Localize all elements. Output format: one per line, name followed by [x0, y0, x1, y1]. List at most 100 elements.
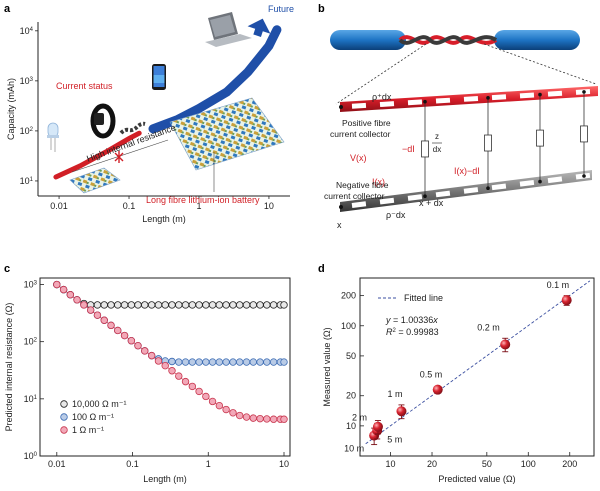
point-c-0-27: [235, 301, 244, 309]
smart-band-icon: [90, 103, 116, 139]
fitted-line: [365, 280, 591, 445]
z-label: z: [435, 132, 439, 141]
rung-impedance-0: [421, 140, 429, 158]
rung-node-bottom-2: [538, 179, 542, 184]
point-d-2: [372, 421, 383, 432]
resistor-pos-5: [491, 94, 507, 101]
point-c-0-31: [263, 301, 271, 309]
voltage-label: V(x): [350, 153, 367, 163]
plot-frame-c: [39, 277, 291, 457]
point-c-2-26: [229, 409, 237, 417]
y-tick-label-d-0: 10: [346, 421, 356, 431]
point-c-2-8: [107, 321, 115, 330]
point-c-0-17: [168, 301, 176, 309]
series-c: [53, 280, 288, 423]
plot-frame-d: [359, 277, 595, 457]
fibre-pair-illustration: [330, 30, 580, 50]
legend-marker-c-0: [60, 400, 68, 408]
point-c-2-12: [134, 342, 142, 350]
x-label: x: [337, 220, 342, 230]
point-c-2-11: [127, 337, 136, 345]
resistor-neg-6: [519, 179, 535, 187]
z-den-label: dx: [433, 145, 441, 154]
point-c-2-9: [114, 326, 122, 335]
point-c-2-21: [195, 387, 203, 396]
future-label: Future: [268, 4, 294, 14]
resistor-pos-1: [379, 101, 395, 108]
point-c-2-13: [141, 347, 149, 355]
resistor-neg-1: [379, 197, 395, 205]
point-c-2-10: [120, 331, 129, 340]
point-c-1-27: [235, 358, 244, 366]
x-tick-label-a-3: 10: [264, 201, 274, 211]
point-c-1-32: [269, 358, 278, 366]
point-c-1-31: [263, 358, 271, 366]
x-tick-label-d-0: 10: [386, 459, 396, 469]
point-c-0-13: [141, 301, 149, 309]
point-label-d-1: 5 m: [387, 434, 402, 444]
y-tick-label-d-4: 200: [341, 291, 356, 301]
negative-collector-bar: [339, 170, 592, 212]
fit-equation: y = 1.00336x: [385, 315, 438, 325]
x-tick-label-c-0: 0.01: [48, 459, 66, 469]
phone-icon: [152, 64, 166, 90]
current-status-label: Current status: [56, 81, 113, 91]
rho-minus-label: ρ⁻dx: [386, 210, 406, 220]
point-c-1-34: [280, 358, 288, 366]
rung-node-top-3: [582, 90, 586, 94]
point-c-0-26: [229, 301, 237, 309]
x-tick-label-d-4: 200: [562, 459, 577, 469]
point-c-2-1: [59, 285, 68, 294]
point-c-0-25: [222, 301, 230, 309]
point-d-5: [500, 339, 511, 350]
point-c-2-27: [235, 411, 244, 420]
point-c-0-16: [161, 301, 169, 309]
point-d-6: [561, 295, 572, 306]
rung-node-bottom-0: [423, 194, 427, 199]
point-c-2-34: [280, 415, 288, 423]
point-c-0-18: [175, 301, 183, 309]
point-c-1-26: [229, 358, 237, 366]
panel-label-c: c: [4, 263, 10, 275]
legend-label-c-0: 10,000 Ω m⁻¹: [72, 399, 127, 409]
fit-legend-label: Fitted line: [404, 293, 443, 303]
point-c-0-20: [188, 301, 197, 309]
point-c-2-23: [208, 397, 217, 406]
y-axis-label-d: Measured value (Ω): [322, 327, 332, 406]
x-axis-label-d: Predicted value (Ω): [438, 474, 515, 484]
resistor-neg-0: [351, 201, 367, 208]
resistor-pos-7: [547, 90, 563, 97]
current-status-line: [53, 130, 142, 180]
panel-b: b ρ⁺dx Positive fibre current collector …: [318, 3, 598, 230]
y-tick-label-a-1: 102: [20, 126, 34, 136]
resistor-neg-4: [463, 187, 479, 194]
points-d: 10 m 5 m 2 m 1 m 0.5 m 0.2 m 0.1 m: [344, 280, 572, 454]
point-c-2-24: [215, 401, 224, 410]
rung-impedance-3: [580, 125, 588, 143]
resistor-pos-0: [351, 102, 367, 109]
rung-node-top-1: [486, 96, 490, 100]
laptop-icon: [205, 12, 252, 47]
ticks-a: 0.01 0.1 1 10 101 102 103 104: [20, 26, 274, 211]
point-c-2-16: [161, 361, 169, 370]
point-c-2-7: [100, 316, 108, 324]
x-tick-label-a-2: 1: [196, 201, 201, 211]
y-tick-label-d-1: 20: [346, 391, 356, 401]
current-minus-label: I(x)−dI: [454, 166, 480, 176]
resistor-pos-3: [435, 97, 451, 104]
resistor-neg-5: [491, 183, 507, 191]
negative-collector-label-1: Negative fibre: [336, 180, 389, 190]
led-icon: [47, 122, 59, 152]
point-c-1-25: [222, 358, 230, 366]
point-c-2-22: [202, 392, 210, 401]
resistor-neg-2: [407, 194, 423, 201]
point-c-0-23: [208, 301, 217, 309]
point-c-0-29: [249, 301, 257, 309]
point-c-0-28: [242, 301, 251, 309]
x-tick-label-a-1: 0.1: [123, 201, 136, 211]
panel-label-a: a: [4, 3, 11, 15]
twisted-fiber-transition: [119, 121, 146, 135]
